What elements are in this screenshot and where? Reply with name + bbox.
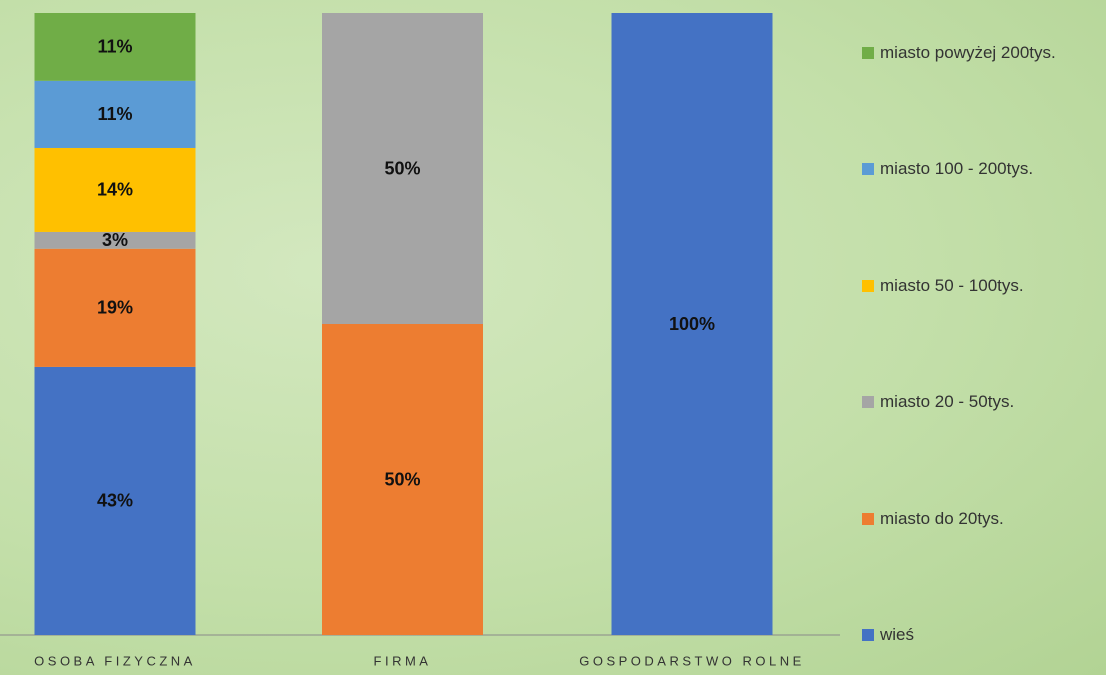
legend-label: wieś — [880, 625, 915, 644]
data-label: 50% — [384, 469, 420, 489]
x-tick-label: FIRMA — [374, 653, 432, 668]
legend-label: miasto powyżej 200tys. — [880, 43, 1056, 62]
legend-swatch — [862, 396, 874, 409]
legend-item: wieś — [862, 623, 1080, 647]
bar-segment — [34, 248, 196, 367]
data-label: 50% — [384, 158, 420, 178]
legend-item: miasto powyżej 200tys. — [862, 41, 1080, 65]
bar-segment — [34, 13, 196, 81]
legend-swatch — [862, 279, 874, 292]
legend-item: miasto 20 - 50tys. — [862, 390, 1080, 414]
legend-label: miasto 50 - 100tys. — [880, 275, 1024, 295]
legend-item: miasto 50 - 100tys. — [862, 274, 1080, 298]
data-label: 11% — [97, 37, 132, 57]
legend-label: miasto 20 - 50tys. — [880, 392, 1015, 412]
data-label: 14% — [97, 180, 133, 200]
legend-swatch — [862, 629, 874, 641]
data-label: 100% — [669, 314, 715, 334]
x-tick-label: OSOBA FIZYCZNA — [34, 653, 196, 668]
bar-segment — [611, 13, 773, 635]
legend-label: miasto do 20tys. — [880, 508, 1004, 528]
x-tick-label: GOSPODARSTWO ROLNE — [579, 653, 805, 668]
legend-swatch — [862, 512, 874, 525]
data-label: 3% — [102, 230, 128, 250]
bar-segment — [34, 231, 196, 249]
legend-swatch — [862, 47, 874, 59]
data-label: 43% — [97, 491, 133, 511]
data-label: 11% — [97, 104, 132, 124]
legend-label: miasto 100 - 200tys. — [880, 159, 1034, 179]
bar-segment — [34, 80, 196, 148]
bar-segment — [322, 13, 483, 324]
legend-swatch — [862, 163, 874, 176]
bar-segment — [34, 147, 196, 232]
legend-item: miasto 100 - 200tys. — [862, 157, 1080, 181]
legend-item: miasto do 20tys. — [862, 507, 1080, 531]
bar-segment — [34, 366, 196, 635]
bar-segment — [322, 324, 483, 635]
data-label: 19% — [97, 298, 133, 318]
